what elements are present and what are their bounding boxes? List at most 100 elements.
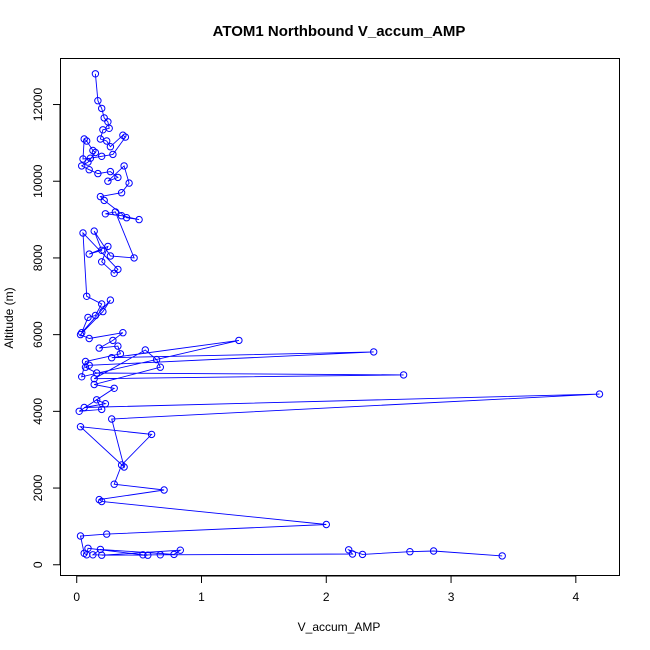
data-point — [90, 375, 98, 383]
data-point — [91, 70, 100, 78]
data-point — [80, 403, 88, 412]
data-point — [121, 133, 130, 141]
data-point — [176, 546, 185, 554]
data-point — [116, 350, 125, 358]
data-point — [117, 212, 126, 220]
data-point — [103, 530, 111, 538]
data-point — [120, 162, 128, 170]
data-point — [100, 114, 108, 122]
data-point — [125, 179, 133, 187]
data-point — [81, 357, 90, 366]
series-layer — [75, 70, 604, 560]
data-point — [106, 252, 115, 260]
y-tick-label: 8000 — [31, 244, 45, 271]
data-point — [235, 336, 243, 345]
data-point — [79, 229, 87, 237]
plot-area-frame — [60, 58, 620, 576]
data-point — [95, 344, 103, 352]
data-point — [101, 210, 110, 218]
data-point — [160, 486, 168, 494]
data-point — [345, 546, 353, 554]
data-point — [80, 135, 88, 143]
data-point — [93, 396, 101, 404]
data-point — [117, 189, 126, 197]
chart-title: ATOM1 Northbound V_accum_AMP — [213, 23, 466, 40]
data-point — [370, 348, 378, 356]
data-point — [106, 296, 115, 304]
data-point — [85, 334, 93, 343]
data-point — [81, 363, 90, 371]
data-point — [114, 173, 122, 182]
data-point — [156, 551, 165, 559]
data-point — [406, 548, 414, 556]
data-point — [109, 336, 117, 345]
data-point — [100, 196, 108, 205]
y-tick-label: 0 — [31, 561, 45, 568]
data-point — [110, 384, 118, 392]
data-point — [108, 415, 116, 423]
data-point — [98, 104, 106, 113]
data-point — [98, 258, 106, 266]
y-tick-label: 12000 — [31, 88, 45, 122]
data-point — [84, 158, 92, 166]
data-point — [399, 371, 408, 379]
y-tick-label: 10000 — [31, 164, 45, 198]
data-point — [85, 361, 93, 369]
data-point — [103, 137, 111, 145]
data-point — [98, 246, 106, 255]
data-point — [84, 313, 92, 322]
data-point — [122, 214, 131, 222]
data-point — [94, 97, 102, 105]
data-point — [98, 551, 106, 559]
x-tick-label: 4 — [572, 590, 579, 604]
data-point — [98, 405, 106, 414]
data-point — [78, 329, 86, 337]
data-point — [120, 463, 128, 471]
data-point — [78, 162, 86, 170]
data-point — [141, 346, 150, 354]
data-point — [96, 192, 105, 201]
data-point — [98, 152, 106, 161]
data-point — [152, 355, 161, 364]
data-point — [130, 254, 138, 262]
data-point — [119, 329, 127, 337]
data-point — [78, 373, 86, 381]
data-point — [147, 430, 156, 439]
data-point — [84, 544, 92, 552]
data-point — [83, 292, 91, 300]
x-tick-label: 1 — [198, 590, 205, 604]
data-point — [104, 177, 112, 185]
data-point — [85, 250, 93, 258]
data-point — [76, 423, 85, 431]
data-point — [104, 242, 112, 251]
data-point — [76, 532, 85, 540]
data-point — [91, 148, 100, 157]
data-point — [156, 363, 165, 371]
data-point — [117, 461, 126, 469]
data-point — [135, 215, 143, 224]
data-point — [98, 300, 106, 308]
x-tick-label: 3 — [448, 590, 455, 604]
data-point — [110, 480, 118, 488]
data-point — [106, 167, 115, 176]
series-line — [78, 73, 600, 557]
data-point — [429, 547, 438, 555]
data-point — [109, 150, 117, 159]
data-point — [90, 380, 98, 389]
data-point — [99, 307, 107, 316]
data-point — [144, 551, 152, 559]
data-point — [114, 342, 122, 350]
data-point — [348, 550, 357, 558]
data-point — [85, 166, 93, 174]
data-point — [139, 551, 147, 559]
data-point — [111, 208, 120, 216]
data-point — [106, 143, 115, 151]
data-point — [595, 390, 604, 398]
x-tick-label: 0 — [73, 590, 80, 604]
x-axis: 0 1 2 3 4 — [73, 575, 579, 604]
x-axis-label: V_accum_AMP — [298, 620, 381, 634]
data-point — [91, 311, 100, 320]
y-tick-label: 6000 — [31, 321, 45, 348]
y-tick-label: 2000 — [31, 474, 45, 501]
